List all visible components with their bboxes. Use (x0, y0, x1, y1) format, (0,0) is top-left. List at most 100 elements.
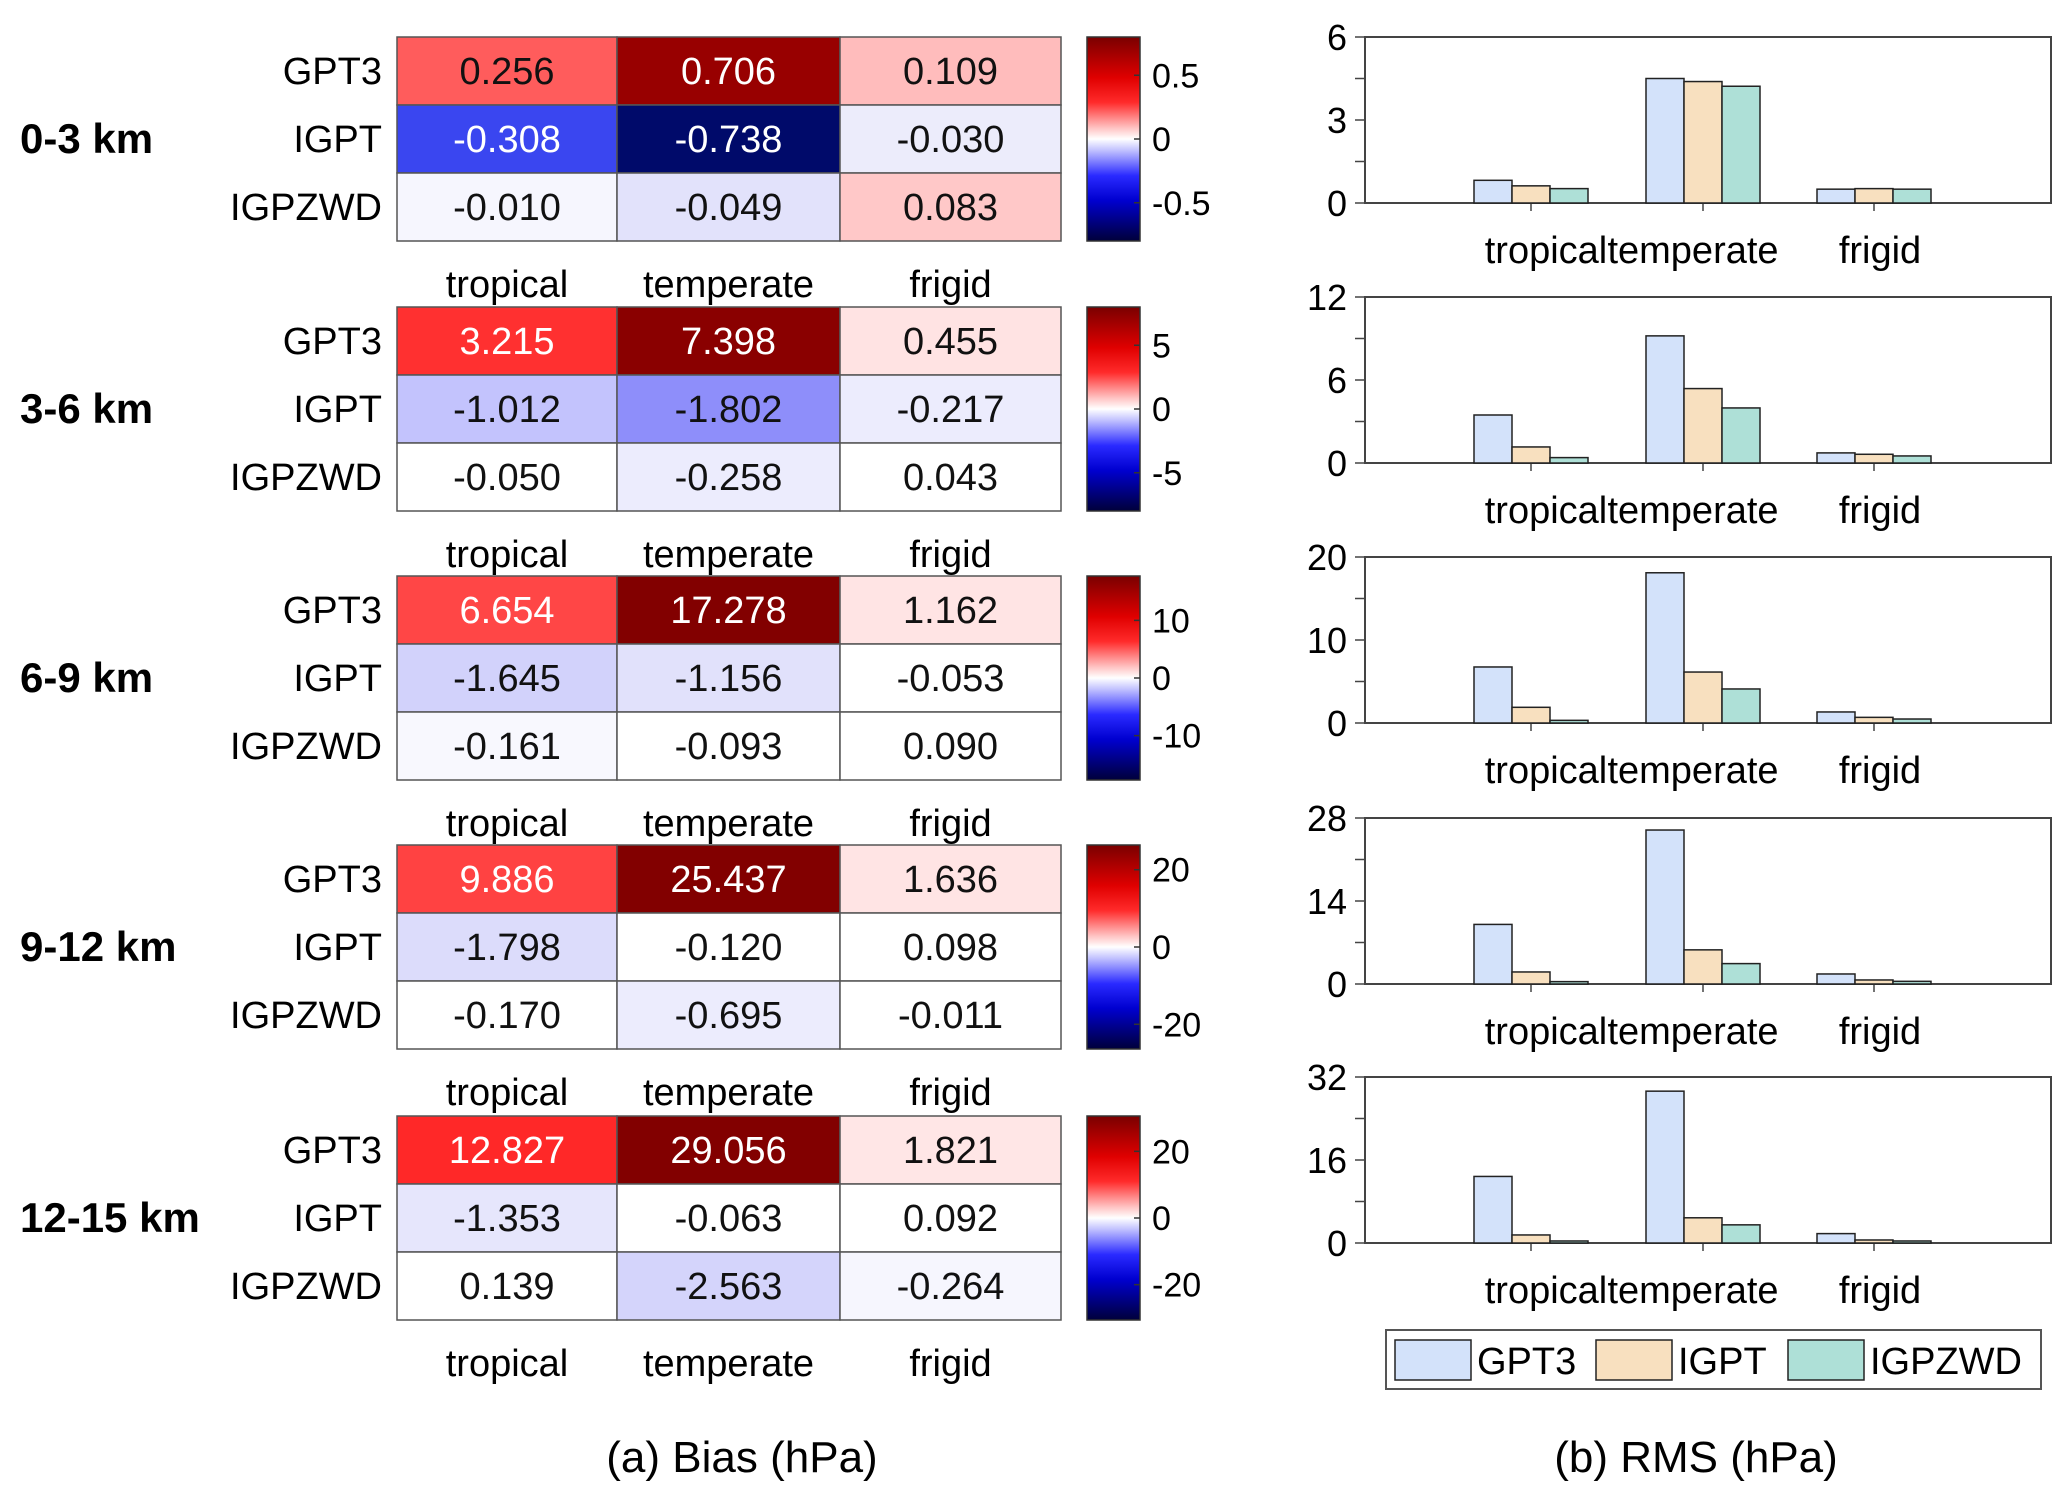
colorbar-tick-label: -20 (1152, 1267, 1201, 1305)
x-category-label: frigid (1839, 1011, 1921, 1053)
heatmap-cell (616, 711, 841, 781)
heatmap-cell (839, 374, 1062, 444)
row-label: GPT3 (283, 51, 382, 93)
bar-gpt3-tropical (1473, 1175, 1513, 1244)
y-tick-label: 6 (1327, 360, 1347, 401)
heatmap-cell (396, 912, 618, 982)
heatmap-cell (396, 1115, 618, 1185)
column-label: frigid (909, 1072, 991, 1114)
cell-value-label: 0.043 (903, 457, 998, 499)
bar-igpzwd-frigid (1892, 455, 1932, 464)
bar-igpzwd-temperate (1721, 1224, 1761, 1244)
bias-panel-12-15-km: 12-15 km GPT3 12.827 29.056 1.821 IGPT -1.353 -… (20, 1115, 1201, 1385)
bias-panel-0-3-km: 0-3 km GPT3 0.256 0.706 0.109 IGPT -0.308 -0.73… (20, 36, 1211, 306)
heatmap-cell (839, 36, 1062, 106)
cell-value-label: 1.821 (903, 1130, 998, 1172)
cell-value-label: -0.264 (897, 1266, 1005, 1308)
legend-label-igpzwd: IGPZWD (1870, 1341, 2022, 1383)
bar-gpt3-tropical (1473, 414, 1513, 464)
heatmap-cell (616, 980, 841, 1050)
bias-panel-9-12-km: 9-12 km GPT3 9.886 25.437 1.636 IGPT -1.798 -0.… (20, 844, 1201, 1114)
y-tick-label: 32 (1307, 1057, 1347, 1098)
cell-value-label: 12.827 (449, 1130, 565, 1172)
heatmap-cell (839, 1251, 1062, 1321)
bar-igpzwd-tropical (1549, 1240, 1589, 1244)
cell-value-label: 1.162 (903, 590, 998, 632)
colorbar-tick-label: 0 (1152, 660, 1171, 698)
bar-igpt-frigid (1854, 187, 1894, 204)
cell-value-label: 0.139 (459, 1266, 554, 1308)
altitude-label: 6-9 km (20, 654, 153, 701)
colorbar-tick-label: 0 (1152, 929, 1171, 967)
heatmap-cell (396, 844, 618, 914)
column-label: frigid (909, 803, 991, 845)
colorbar-tick-label: -0.5 (1152, 185, 1211, 223)
colorbar-tick-label: 0 (1152, 1200, 1171, 1238)
cell-value-label: -0.093 (675, 726, 783, 768)
bar-gpt3-tropical (1473, 666, 1513, 724)
legend-swatch-igpt (1595, 1339, 1673, 1381)
cell-value-label: -0.738 (675, 119, 783, 161)
bar-igpzwd-temperate (1721, 85, 1761, 204)
column-label: frigid (909, 534, 991, 576)
cell-value-label: 0.098 (903, 927, 998, 969)
heatmap-cell (839, 912, 1062, 982)
x-category-label: tropical (1485, 230, 1608, 272)
heatmap-cell (839, 643, 1062, 713)
cell-value-label: -0.011 (898, 995, 1003, 1037)
bar-gpt3-temperate (1645, 572, 1685, 724)
bias-panel-6-9-km: 6-9 km GPT3 6.654 17.278 1.162 IGPT -1.645 -1.1… (20, 575, 1201, 845)
colorbar-tick-label: -5 (1152, 455, 1182, 493)
y-tick-label: 10 (1307, 620, 1347, 661)
colorbar-tick-label: 5 (1152, 327, 1171, 365)
y-tick-label: 0 (1327, 183, 1347, 224)
rms-caption: (b) RMS (hPa) (1554, 1433, 1838, 1482)
row-label: IGPT (293, 927, 382, 969)
heatmap-cell (616, 36, 841, 106)
column-label: temperate (643, 1343, 814, 1385)
altitude-label: 12-15 km (20, 1194, 200, 1241)
heatmap-cell (839, 711, 1062, 781)
x-category-label: temperate (1607, 230, 1778, 272)
heatmap-cell (839, 306, 1062, 376)
row-label: IGPT (293, 1198, 382, 1240)
rms-panel-9-12-km: 0 14 28 tropical temperate frigid (1307, 798, 2052, 1053)
bar-igpt-temperate (1683, 949, 1723, 985)
heatmap-cell (396, 172, 618, 242)
rms-panel-12-15-km: 0 16 32 tropical temperate frigid (1307, 1057, 2052, 1312)
colorbar (1086, 844, 1141, 1050)
bar-igpt-temperate (1683, 671, 1723, 724)
bar-igpzwd-tropical (1549, 187, 1589, 204)
x-category-label: temperate (1607, 490, 1778, 532)
column-label: tropical (446, 1072, 569, 1114)
cell-value-label: -0.308 (453, 119, 561, 161)
cell-value-label: 7.398 (681, 321, 776, 363)
bar-igpzwd-temperate (1721, 407, 1761, 464)
row-label: GPT3 (283, 590, 382, 632)
row-label: IGPZWD (230, 457, 382, 499)
y-tick-label: 28 (1307, 798, 1347, 839)
colorbar-tick-label: 0.5 (1152, 57, 1199, 95)
bar-igpt-frigid (1854, 716, 1894, 724)
y-tick-label: 16 (1307, 1140, 1347, 1181)
bar-gpt3-temperate (1645, 829, 1685, 985)
bar-igpt-temperate (1683, 80, 1723, 204)
bar-gpt3-frigid (1816, 452, 1856, 464)
y-tick-label: 6 (1327, 17, 1347, 58)
x-category-label: temperate (1607, 1011, 1778, 1053)
legend-label-gpt3: GPT3 (1477, 1341, 1576, 1383)
cell-value-label: 17.278 (670, 590, 786, 632)
heatmap-cell (839, 442, 1062, 512)
colorbar-tick-label: -10 (1152, 718, 1201, 756)
heatmap-cell (616, 912, 841, 982)
heatmap-cell (839, 104, 1062, 174)
altitude-label: 3-6 km (20, 385, 153, 432)
bar-igpt-frigid (1854, 453, 1894, 464)
column-label: tropical (446, 264, 569, 306)
heatmap-cell (839, 980, 1062, 1050)
bar-igpt-tropical (1511, 446, 1551, 464)
colorbar-tick-label: 0 (1152, 121, 1171, 159)
colorbar-tick-label: 20 (1152, 852, 1190, 890)
